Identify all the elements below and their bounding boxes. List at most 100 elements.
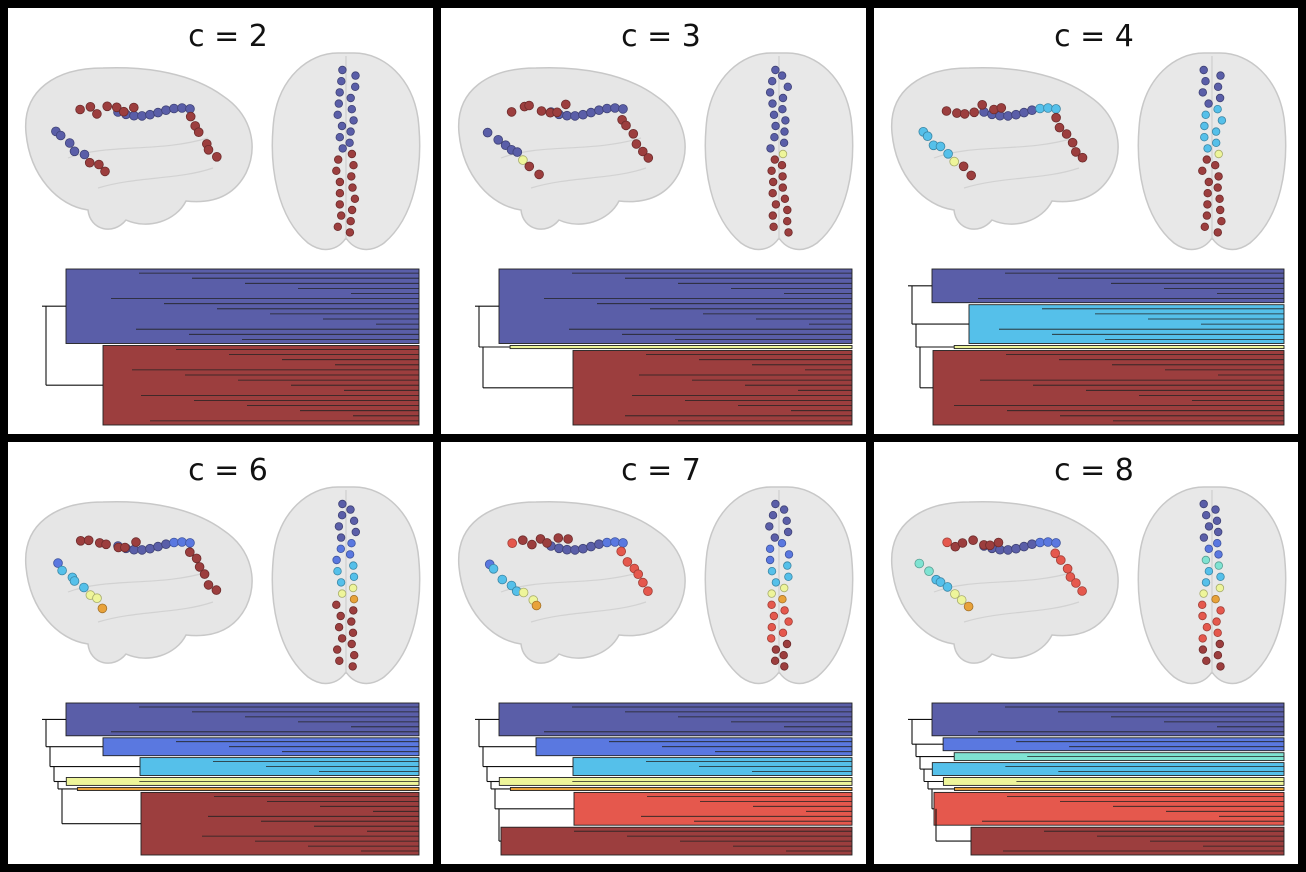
brain-node xyxy=(631,139,642,149)
brain-node xyxy=(92,593,102,604)
brain-node xyxy=(1027,539,1037,549)
brain-node xyxy=(1213,628,1222,637)
brain-node xyxy=(1019,541,1029,552)
brain-node xyxy=(1051,538,1061,548)
axial-brain xyxy=(704,486,854,685)
dendrogram xyxy=(908,702,1285,856)
brain-node xyxy=(347,617,356,626)
brain-node xyxy=(1003,545,1013,555)
brain-node xyxy=(338,499,347,509)
brain-node xyxy=(1077,152,1088,163)
brain-node xyxy=(633,569,644,579)
brain-node xyxy=(347,639,356,649)
brain-node xyxy=(553,533,564,543)
dendrogram xyxy=(42,268,420,426)
brain-node xyxy=(767,622,776,632)
brain-node xyxy=(1211,594,1220,604)
brain-node xyxy=(1213,650,1223,660)
brain-node xyxy=(527,539,537,550)
brain-node xyxy=(765,555,775,565)
brain-node xyxy=(55,130,66,141)
brain-node xyxy=(643,153,654,163)
brain-node xyxy=(1212,138,1221,147)
brain-node xyxy=(1199,65,1208,75)
brain-node xyxy=(351,71,360,80)
panel-c3: c = 3 xyxy=(441,8,866,434)
brain-node xyxy=(783,205,792,215)
brain-node xyxy=(531,600,542,611)
brain-node xyxy=(1198,166,1207,175)
brain-node xyxy=(1067,137,1078,148)
brain-node xyxy=(594,105,604,115)
brain-node xyxy=(768,99,777,108)
brain-node xyxy=(956,595,967,605)
brain-node xyxy=(771,121,780,131)
brain-node xyxy=(586,107,596,118)
panel-c8: c = 8 xyxy=(874,442,1298,864)
brain-node xyxy=(69,576,80,586)
brain-node xyxy=(1213,228,1222,237)
brain-node xyxy=(85,102,96,112)
brain-node xyxy=(337,634,347,643)
brain-node xyxy=(1200,222,1209,231)
cluster-branch xyxy=(933,791,1285,826)
brain-node xyxy=(335,132,344,142)
brain-node xyxy=(778,183,787,192)
lateral-brain xyxy=(891,66,1119,230)
brain-node xyxy=(779,505,789,514)
brain-node xyxy=(578,109,588,120)
dendrogram xyxy=(42,702,420,856)
brain-node xyxy=(346,505,355,514)
brain-node xyxy=(1216,205,1225,215)
brain-node xyxy=(534,169,544,180)
panel-graphic xyxy=(25,486,421,856)
brain-node xyxy=(985,540,995,551)
brain-node xyxy=(346,127,355,136)
brain-node xyxy=(783,82,792,91)
brain-node xyxy=(586,541,596,552)
brain-node xyxy=(111,102,122,113)
brain-node xyxy=(562,110,572,121)
brain-node xyxy=(1211,127,1221,136)
panel-c2: c = 2 xyxy=(8,8,433,434)
brain-node xyxy=(963,601,974,612)
brain-node xyxy=(482,127,493,138)
brain-node xyxy=(92,109,102,119)
brain-node xyxy=(131,537,141,547)
brain-node xyxy=(778,628,788,637)
brain-node xyxy=(336,578,346,587)
brain-node xyxy=(518,587,529,598)
brain-node xyxy=(1200,132,1209,142)
brain-node xyxy=(1214,550,1223,559)
brain-node xyxy=(194,562,205,572)
brain-node xyxy=(102,101,112,112)
brain-node xyxy=(524,161,535,172)
brain-node xyxy=(771,65,780,75)
axial-brain xyxy=(1137,486,1287,685)
brain-node xyxy=(1204,99,1213,108)
brain-node xyxy=(771,578,781,587)
brain-node xyxy=(1216,662,1225,671)
brain-node xyxy=(935,141,946,152)
brain-node xyxy=(169,103,179,114)
brain-node xyxy=(1198,88,1207,97)
brain-node xyxy=(333,645,342,654)
brain-node xyxy=(497,574,508,585)
brain-node xyxy=(332,600,341,609)
brain-node xyxy=(570,111,580,121)
brain-node xyxy=(1201,555,1211,565)
brain-node xyxy=(199,569,210,579)
panel-c6: c = 6 xyxy=(8,442,433,864)
brain-node xyxy=(336,544,345,553)
brain-node xyxy=(1214,561,1223,570)
brain-node xyxy=(935,577,946,587)
brain-node xyxy=(345,550,355,559)
brain-node xyxy=(959,109,970,119)
brain-node xyxy=(1217,116,1227,125)
brain-node xyxy=(349,160,358,170)
brain-node xyxy=(348,583,358,593)
brain-node xyxy=(1213,82,1223,91)
brain-node xyxy=(1077,586,1087,596)
brain-node xyxy=(1213,183,1222,192)
brain-node xyxy=(1198,611,1207,621)
